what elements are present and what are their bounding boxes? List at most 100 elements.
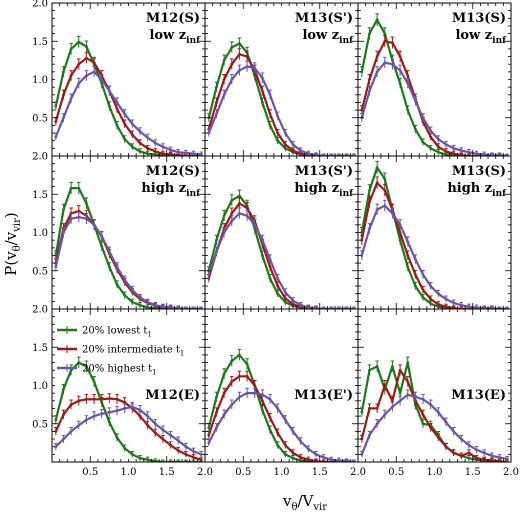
data-point xyxy=(375,407,379,410)
data-point xyxy=(260,101,264,104)
data-point xyxy=(245,391,249,395)
data-point xyxy=(184,151,188,155)
data-point xyxy=(268,277,272,280)
data-point xyxy=(306,458,310,462)
data-point xyxy=(54,445,58,449)
panel-1-0: 0.5 1.0 1.5 2.0 M12(S) high zinf xyxy=(32,152,206,310)
data-point xyxy=(77,81,81,85)
series-intermediate xyxy=(207,197,356,309)
data-point xyxy=(360,70,364,74)
data-point xyxy=(207,433,211,437)
data-point xyxy=(207,131,211,135)
data-point xyxy=(467,443,471,447)
data-point xyxy=(130,122,134,126)
data-point xyxy=(107,89,111,93)
data-point xyxy=(85,418,88,422)
series-highest xyxy=(54,211,203,309)
data-point xyxy=(490,459,494,462)
data-point xyxy=(215,250,218,254)
series-line xyxy=(54,187,202,309)
data-point xyxy=(413,257,417,261)
data-point xyxy=(100,78,104,81)
data-point xyxy=(283,300,287,304)
data-point xyxy=(253,66,257,70)
series-line xyxy=(360,181,508,309)
data-point xyxy=(360,238,364,242)
x-tick-label: 1.0 xyxy=(427,467,443,478)
data-point xyxy=(169,433,172,437)
data-point xyxy=(238,211,241,215)
data-point xyxy=(169,306,172,309)
series-highest xyxy=(54,66,203,156)
y-tick-label: 1.0 xyxy=(32,381,48,392)
data-point xyxy=(100,244,104,248)
panel-2-2: 0.5 1.0 1.5 2.0 M13(E) xyxy=(357,308,519,478)
data-point xyxy=(123,122,127,126)
data-point xyxy=(215,112,218,116)
legend: 20% lowest t1 20% intermediate t1 20% high… xyxy=(57,326,184,377)
data-point xyxy=(62,231,65,234)
series-line xyxy=(54,56,202,156)
series-intermediate xyxy=(54,205,203,309)
data-point xyxy=(276,114,280,118)
data-point xyxy=(436,303,440,306)
data-point xyxy=(436,292,440,296)
data-point xyxy=(222,93,226,97)
data-point xyxy=(138,141,142,145)
series-line xyxy=(207,194,355,309)
data-point xyxy=(314,459,318,462)
data-point xyxy=(406,380,410,384)
data-point xyxy=(54,120,58,123)
data-point xyxy=(69,217,73,221)
data-point xyxy=(161,145,165,149)
data-point xyxy=(130,145,134,149)
data-point xyxy=(245,55,249,58)
data-point xyxy=(123,400,127,404)
data-point xyxy=(153,141,157,145)
y-tick-label: 2.0 xyxy=(32,0,48,10)
data-point xyxy=(245,214,249,218)
data-point xyxy=(413,273,417,276)
data-point xyxy=(429,284,433,288)
data-point xyxy=(421,413,425,416)
data-point xyxy=(283,146,287,150)
data-point xyxy=(429,129,433,133)
series-line xyxy=(360,18,508,156)
data-point xyxy=(230,380,234,384)
data-point xyxy=(176,306,180,309)
panel-0-0: 0.5 1.0 1.5 2.0 M12(S) low zinf xyxy=(32,0,206,157)
series-line xyxy=(360,166,508,309)
data-point xyxy=(429,297,433,301)
data-point xyxy=(230,78,234,81)
data-point xyxy=(383,39,387,43)
data-point xyxy=(169,443,172,447)
data-point xyxy=(138,296,142,299)
series-line xyxy=(54,210,202,309)
data-point xyxy=(398,399,402,403)
data-point xyxy=(482,458,486,462)
data-point xyxy=(62,413,65,416)
data-point xyxy=(176,150,180,154)
data-point xyxy=(276,443,280,447)
data-point xyxy=(375,208,379,211)
data-point xyxy=(398,68,402,72)
data-point xyxy=(391,399,394,403)
data-point xyxy=(222,372,226,376)
data-point xyxy=(291,149,295,153)
data-point xyxy=(283,290,287,294)
legend-label: 20% lowest t1 xyxy=(82,326,152,339)
data-point xyxy=(368,200,371,204)
data-point xyxy=(138,303,142,307)
y-tick-label: 0.5 xyxy=(32,266,48,277)
panel-0-1: M13(S') low zinf xyxy=(204,2,359,157)
data-point xyxy=(299,303,303,307)
data-point xyxy=(406,81,410,85)
panel-label: M12(E) xyxy=(145,388,200,403)
data-point xyxy=(62,70,65,74)
data-point xyxy=(153,431,157,435)
data-point xyxy=(54,418,58,422)
data-point xyxy=(184,445,188,449)
data-point xyxy=(230,403,234,407)
panel-label: M13(E') xyxy=(294,388,353,403)
data-point xyxy=(398,231,402,234)
